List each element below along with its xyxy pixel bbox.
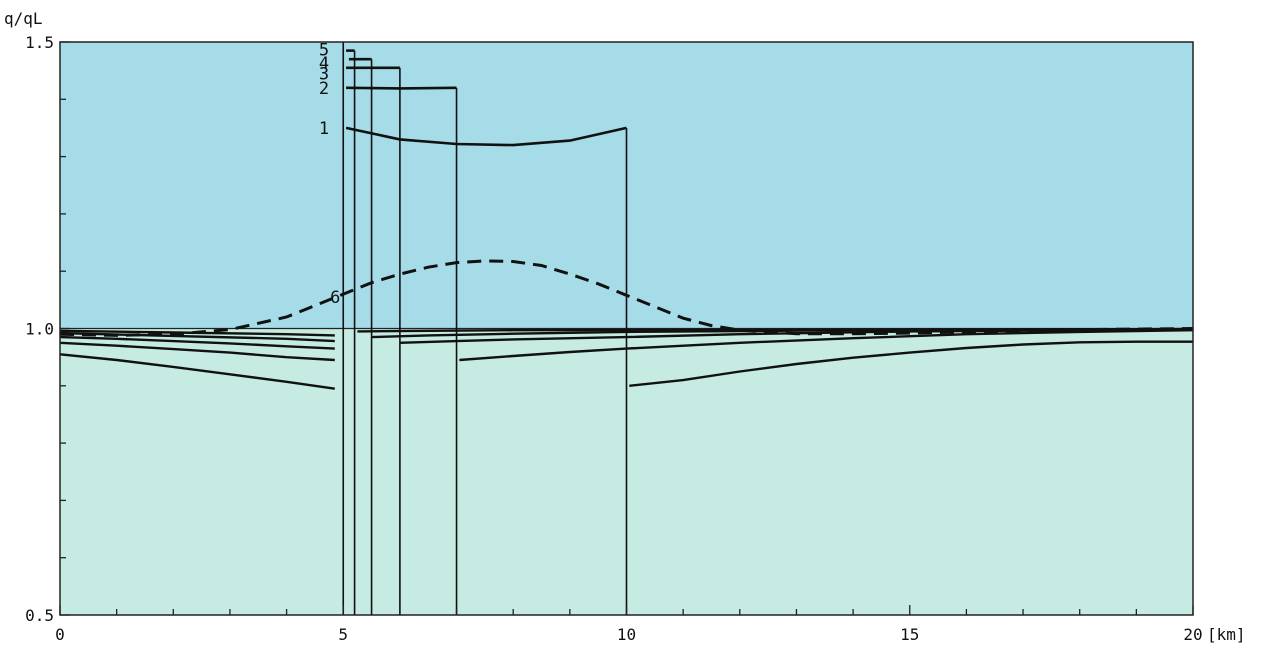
tick-layer: 0 5 10 15 200.51.01.5 — [25, 33, 1203, 644]
series-5-right — [357, 327, 1194, 333]
series-3-left — [59, 335, 335, 350]
x-tick-label: 20 — [1183, 625, 1202, 644]
y-tick-label: 1.5 — [25, 33, 54, 52]
curve-label-4: 4 — [319, 54, 329, 74]
series-3-right — [399, 328, 1194, 344]
series-1-left — [59, 353, 335, 390]
curve-label-1: 1 — [319, 119, 329, 139]
y-axis-label: q/qL — [4, 9, 43, 28]
series-5-left — [59, 329, 335, 337]
y-tick-label: 1.0 — [25, 320, 54, 339]
x-tick-label: 10 — [617, 625, 636, 644]
series-1-peak — [345, 126, 627, 147]
series-6-curve — [59, 259, 1194, 337]
series-2-peak — [346, 86, 457, 90]
x-tick-label: 0 — [55, 625, 65, 644]
curve-label-6: 6 — [330, 288, 340, 308]
curve-label-2: 2 — [319, 79, 329, 99]
series-2-right — [459, 329, 1194, 362]
series-2-left — [59, 341, 335, 362]
x-tick-label: 15 — [900, 625, 919, 644]
y-tick-label: 0.5 — [25, 606, 54, 625]
curve-label-3: 3 — [319, 65, 329, 85]
curve-label-5: 5 — [319, 40, 329, 60]
series-1-right — [629, 340, 1193, 387]
x-tick-label: 5 — [338, 625, 348, 644]
x-axis-unit-label: [km] — [1207, 625, 1246, 644]
